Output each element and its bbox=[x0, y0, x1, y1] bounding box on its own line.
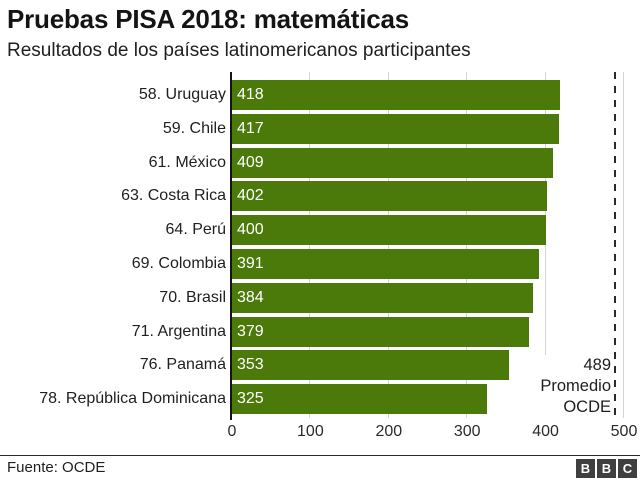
category-label: 78. República Dominicana bbox=[39, 390, 226, 408]
x-tick-label-400: 400 bbox=[532, 423, 559, 440]
source-credit: Fuente: OCDE bbox=[7, 459, 106, 476]
plot-area: 418 417 409 402 400 391 384 379 353 325 489 Promedi… bbox=[230, 72, 624, 420]
bar-78. República Dominicana: 325 bbox=[232, 384, 487, 415]
x-tick-label-500: 500 bbox=[610, 423, 638, 440]
x-axis: 0 100 200 300 400 500 bbox=[228, 423, 638, 443]
ocde-annotation-line: OCDE bbox=[563, 398, 611, 416]
bar-61. México: 409 bbox=[232, 147, 553, 178]
bar-70. Brasil: 384 bbox=[232, 282, 534, 313]
category-label: 69. Colombia bbox=[131, 255, 226, 272]
bar-63. Costa Rica: 402 bbox=[232, 181, 548, 212]
chart-title: Pruebas PISA 2018: matemáticas bbox=[7, 4, 410, 34]
bbc-logo: B B C bbox=[576, 459, 637, 478]
category-label-column: 58. Uruguay 59. Chile 61. México 63. Costa … bbox=[0, 72, 226, 418]
x-tick-label-300: 300 bbox=[453, 423, 481, 440]
bar-58. Uruguay: 418 bbox=[232, 80, 560, 110]
ocde-annotation-line: 489 bbox=[583, 356, 611, 374]
bbc-logo-block-b2: B bbox=[597, 459, 616, 478]
category-label: 59. Chile bbox=[162, 119, 226, 137]
bar-76. Panamá: 353 bbox=[232, 350, 509, 381]
bar-value-label: 325 bbox=[237, 390, 264, 408]
category-label: 71. Argentina bbox=[131, 322, 226, 340]
bar-value-label: 384 bbox=[237, 288, 264, 306]
ocde-average-reference-line bbox=[614, 72, 617, 418]
bar-value-label: 391 bbox=[237, 255, 264, 272]
bar-59. Chile: 417 bbox=[232, 113, 559, 144]
x-tick-label-200: 200 bbox=[375, 423, 403, 440]
bar-value-label: 418 bbox=[237, 86, 264, 103]
x-tick-label-100: 100 bbox=[297, 423, 324, 440]
ocde-average-annotation: 489 Promedio OCDE bbox=[535, 355, 611, 418]
y-axis-line bbox=[230, 72, 232, 420]
bar-64. Perú: 400 bbox=[232, 215, 546, 246]
bbc-logo-block-c: C bbox=[618, 459, 637, 478]
category-label: 61. México bbox=[148, 153, 226, 171]
category-label: 58. Uruguay bbox=[138, 86, 226, 103]
bar-value-label: 409 bbox=[237, 153, 264, 171]
bbc-logo-block-b1: B bbox=[576, 459, 595, 478]
bar-value-label: 400 bbox=[237, 221, 264, 239]
category-label: 70. Brasil bbox=[159, 288, 226, 306]
chart-subtitle: Resultados de los países latinomericanos… bbox=[7, 40, 471, 61]
bar-value-label: 353 bbox=[237, 356, 264, 374]
footer-divider bbox=[0, 455, 640, 456]
bar-value-label: 417 bbox=[237, 119, 264, 137]
bar-69. Colombia: 391 bbox=[232, 249, 539, 279]
bar-value-label: 379 bbox=[237, 322, 264, 340]
category-label: 64. Perú bbox=[165, 221, 226, 239]
gridline-500 bbox=[623, 72, 624, 418]
ocde-annotation-line: Promedio bbox=[540, 377, 611, 395]
x-tick-label-0: 0 bbox=[227, 423, 237, 440]
category-label: 63. Costa Rica bbox=[121, 187, 226, 205]
category-label: 76. Panamá bbox=[139, 356, 226, 374]
bar-71. Argentina: 379 bbox=[232, 316, 530, 347]
bar-value-label: 402 bbox=[237, 187, 264, 205]
